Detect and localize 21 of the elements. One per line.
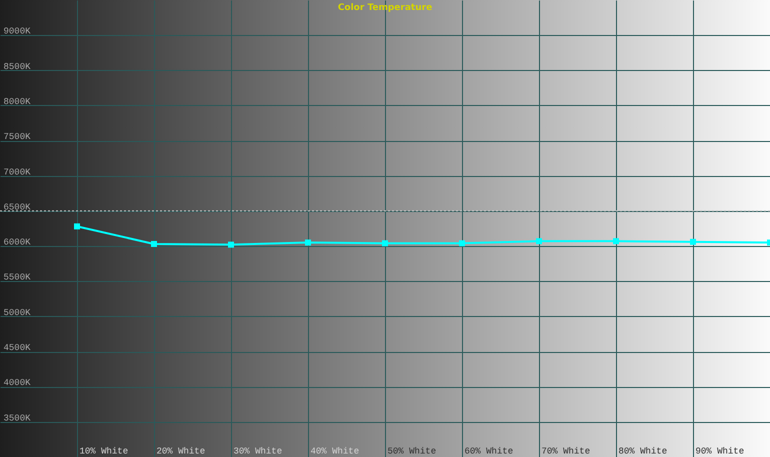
- y-tick-label: 8500K: [4, 62, 32, 72]
- y-tick-label: 3500K: [4, 413, 32, 424]
- x-tick-label: 10% White: [80, 446, 128, 456]
- y-tick-label: 5500K: [4, 272, 32, 283]
- y-tick-label: 6000K: [4, 238, 32, 248]
- x-tick-label: 40% White: [310, 446, 360, 456]
- y-tick-label: 9000K: [4, 26, 32, 37]
- x-tick-label: 60% White: [464, 446, 514, 456]
- y-tick-label: 4000K: [4, 378, 32, 388]
- x-tick-label: 90% White: [696, 446, 744, 456]
- y-tick-label: 7000K: [4, 167, 32, 178]
- y-tick-label: 8000K: [4, 96, 32, 107]
- x-tick-label: 20% White: [156, 446, 206, 456]
- y-tick-label: 5000K: [4, 308, 32, 318]
- x-tick-label: 30% White: [234, 446, 282, 456]
- y-tick-label: 7500K: [4, 132, 32, 142]
- y-tick-label: 4500K: [4, 343, 32, 354]
- x-tick-label: 80% White: [618, 446, 668, 456]
- x-tick-label: 70% White: [542, 446, 590, 456]
- x-tick-label: 50% White: [388, 446, 436, 456]
- y-tick-label: 6500K: [4, 202, 32, 212]
